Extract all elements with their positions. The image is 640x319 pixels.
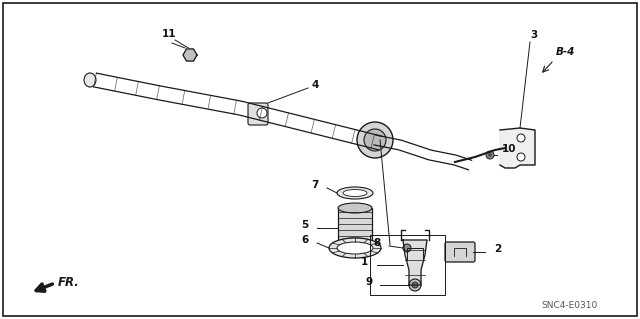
Circle shape xyxy=(357,122,393,158)
Ellipse shape xyxy=(338,203,372,213)
Text: 11: 11 xyxy=(162,29,177,39)
Polygon shape xyxy=(403,240,427,285)
FancyBboxPatch shape xyxy=(248,103,268,125)
Ellipse shape xyxy=(329,238,381,258)
Polygon shape xyxy=(500,128,535,168)
Circle shape xyxy=(364,129,386,151)
Text: 4: 4 xyxy=(312,80,319,90)
Ellipse shape xyxy=(337,242,373,254)
Text: B-4: B-4 xyxy=(556,47,575,57)
Circle shape xyxy=(409,279,421,291)
Circle shape xyxy=(486,151,494,159)
Text: 6: 6 xyxy=(301,235,308,245)
Text: SNC4-E0310: SNC4-E0310 xyxy=(542,300,598,309)
Ellipse shape xyxy=(337,187,373,199)
Circle shape xyxy=(517,134,525,142)
Ellipse shape xyxy=(338,238,372,248)
Text: 2: 2 xyxy=(494,244,501,254)
Text: 10: 10 xyxy=(502,144,516,154)
Bar xyxy=(338,208,372,243)
Circle shape xyxy=(187,52,193,58)
Circle shape xyxy=(412,282,418,288)
Polygon shape xyxy=(183,49,197,61)
Text: 1: 1 xyxy=(361,257,368,267)
Text: 9: 9 xyxy=(366,277,373,287)
Text: 5: 5 xyxy=(301,220,308,230)
FancyBboxPatch shape xyxy=(445,242,475,262)
Text: 7: 7 xyxy=(311,180,318,190)
Circle shape xyxy=(403,244,411,252)
Circle shape xyxy=(257,108,267,118)
Text: 8: 8 xyxy=(373,238,380,248)
Ellipse shape xyxy=(84,73,96,87)
Text: 3: 3 xyxy=(530,30,537,40)
Circle shape xyxy=(517,153,525,161)
Text: FR.: FR. xyxy=(58,277,80,290)
Circle shape xyxy=(488,153,492,157)
Ellipse shape xyxy=(343,189,367,197)
